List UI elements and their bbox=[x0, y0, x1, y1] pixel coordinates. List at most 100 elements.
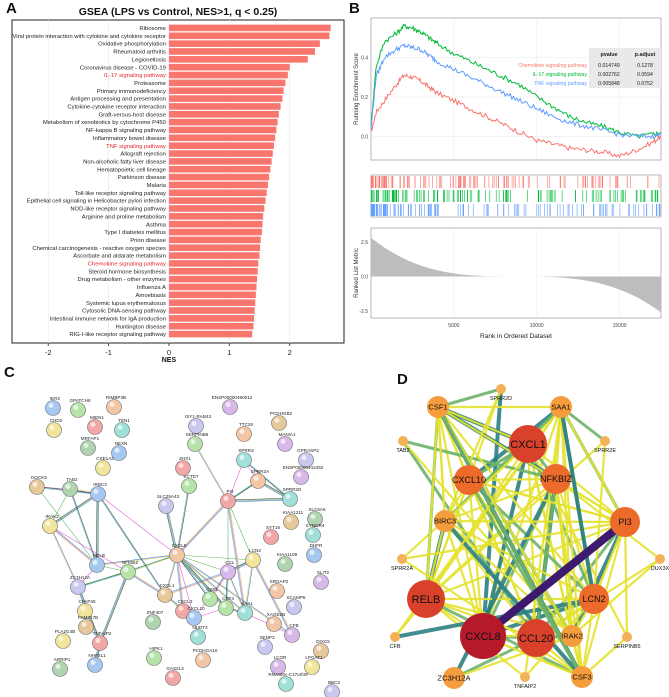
network-node-ier2 bbox=[45, 400, 61, 416]
bar-label: Cytokine-cytokine receptor interaction bbox=[67, 105, 166, 111]
bar bbox=[168, 110, 279, 118]
network-edge bbox=[49, 525, 129, 573]
bar bbox=[168, 260, 259, 267]
network-edge bbox=[98, 571, 128, 643]
network-edge bbox=[49, 525, 98, 566]
table-row-name: Chemokine signaling pathway bbox=[518, 63, 587, 69]
hub-node-label: PI3 bbox=[618, 517, 632, 527]
network-node-label: CSF3 bbox=[222, 596, 234, 601]
hub-node-label: SERPINB5 bbox=[613, 644, 640, 650]
network-node-sprr2d bbox=[282, 491, 298, 507]
network-edge bbox=[97, 555, 178, 566]
node-highlight bbox=[123, 567, 129, 572]
network-edge bbox=[177, 486, 190, 556]
network-node-csf1 bbox=[202, 591, 218, 607]
hub-gene-network: SPRR2D CSF1 SAA1 TAB2 CXCL1 SPRR2E CXCL10 NFKBI… bbox=[390, 384, 669, 690]
bar-label: Hematopoietic cell lineage bbox=[97, 167, 166, 173]
network-edge bbox=[176, 500, 229, 556]
network-edge bbox=[128, 555, 178, 573]
node-highlight bbox=[90, 660, 96, 665]
hub-node-label: IRAK2 bbox=[561, 632, 583, 641]
network-node-label: NFKBIZ bbox=[122, 560, 139, 565]
network-node-label: RELB bbox=[93, 553, 105, 558]
network-node-kctd7 bbox=[181, 478, 197, 494]
bar-label: Drug metabolism - other enzymes bbox=[78, 277, 166, 283]
hub-node-cfb bbox=[390, 632, 400, 642]
network-node-label: PI3 bbox=[227, 489, 234, 494]
network-node-relb bbox=[89, 557, 105, 573]
node-highlight bbox=[286, 517, 292, 522]
network-edge bbox=[78, 572, 129, 588]
network-edge bbox=[195, 443, 229, 501]
table-padjust: 0.0752 bbox=[637, 81, 653, 87]
network-node-slit2 bbox=[313, 574, 329, 590]
network-node-label: SENP3 bbox=[259, 635, 275, 640]
network-node-label: CXCL10 bbox=[187, 606, 205, 611]
node-highlight bbox=[308, 530, 314, 535]
bar bbox=[168, 283, 257, 291]
network-node-label: ZHX1 bbox=[179, 456, 191, 461]
hub-edge bbox=[527, 443, 626, 523]
network-node-label: NEXN bbox=[115, 441, 128, 446]
network-node-lcn2 bbox=[245, 552, 261, 568]
hub-edge bbox=[401, 440, 538, 639]
network-node-label: RIMBP3B bbox=[106, 395, 126, 400]
bar bbox=[168, 220, 263, 228]
network-node-label: SPRR2A bbox=[251, 469, 270, 474]
bar-label: Metabolism of xenobiotics by cytochrome … bbox=[43, 120, 167, 126]
network-edge bbox=[69, 489, 97, 566]
node-highlight bbox=[58, 636, 64, 641]
network-node-dhfr bbox=[306, 547, 322, 563]
ranked-metric-area bbox=[371, 237, 661, 313]
network-edge bbox=[50, 525, 79, 587]
hub-node-label: LCN2 bbox=[582, 594, 605, 604]
hub-node-cxcl8 bbox=[460, 613, 506, 659]
bar-label: Arginine and proline metabolism bbox=[82, 214, 166, 220]
network-node-label: CSE1A2 bbox=[96, 456, 114, 461]
node-highlight bbox=[253, 476, 259, 481]
node-highlight bbox=[301, 455, 307, 460]
network-node-tnfaip2 bbox=[92, 635, 108, 651]
network-node-irak2 bbox=[42, 518, 58, 534]
network-node-gpatch8 bbox=[70, 402, 86, 418]
network-node-dock5 bbox=[29, 479, 45, 495]
network-edge bbox=[50, 494, 99, 527]
network-node-pcdhga10 bbox=[195, 652, 211, 668]
network-edge bbox=[244, 459, 291, 499]
hub-node-label: RELB bbox=[412, 594, 441, 606]
network-node-gas2l3 bbox=[165, 670, 181, 686]
hub-node-label: TNFAIP2 bbox=[514, 684, 536, 690]
network-node-mania1 bbox=[277, 436, 293, 452]
network-node-label: CFAP45 bbox=[78, 599, 96, 604]
node-highlight bbox=[168, 673, 174, 678]
network-edge bbox=[49, 526, 78, 588]
network-edge bbox=[227, 500, 246, 614]
hub-edge bbox=[424, 406, 440, 600]
network-node-label: IRAK2 bbox=[45, 514, 59, 519]
network-node-label: SCAMP5 bbox=[287, 595, 306, 600]
bar bbox=[168, 150, 273, 157]
node-highlight bbox=[289, 602, 295, 607]
network-node-label: SLIT2 bbox=[317, 570, 330, 575]
node-highlight bbox=[90, 422, 96, 427]
network-node-label: TAB2 bbox=[66, 477, 78, 482]
network-node-znf407 bbox=[145, 614, 161, 630]
network-edge bbox=[164, 570, 228, 595]
network-edge bbox=[228, 500, 247, 613]
table-pvalue: 0.014749 bbox=[598, 63, 620, 69]
network-edge bbox=[177, 554, 211, 599]
network-node-label: KCTD7 bbox=[183, 474, 199, 479]
hub-node-label: CXCL1 bbox=[510, 439, 545, 451]
network-node-label: KIAA1211 bbox=[283, 510, 304, 515]
hub-edge bbox=[444, 519, 626, 524]
node-highlight bbox=[189, 613, 195, 618]
network-edge bbox=[245, 560, 254, 614]
hub-node-sprr2d bbox=[496, 384, 506, 394]
bar bbox=[168, 244, 261, 252]
hub-edge bbox=[437, 406, 573, 637]
bar bbox=[168, 95, 283, 102]
network-node-csf3 bbox=[218, 600, 234, 616]
network-edge bbox=[97, 494, 100, 566]
network-node-label: LPGAT1 bbox=[305, 655, 323, 660]
network-node-label: NHP2L1 bbox=[88, 653, 106, 658]
